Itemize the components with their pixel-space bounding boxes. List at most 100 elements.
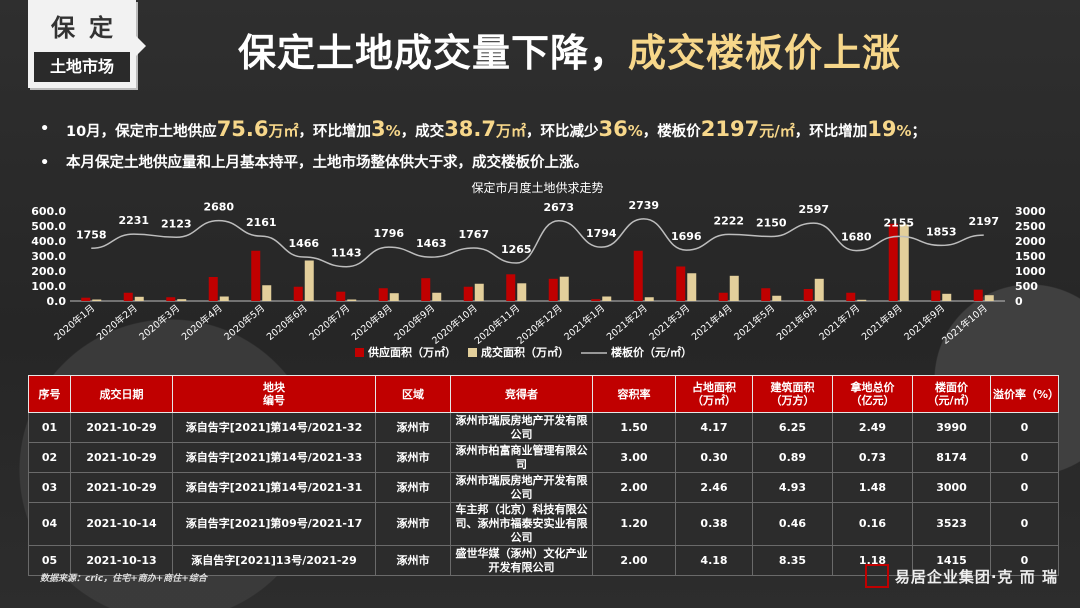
y-tick-right: 3000 [1015, 205, 1046, 218]
supply-bar [293, 286, 303, 301]
price-data-label: 2161 [246, 216, 277, 229]
text: ，环比增加 [298, 124, 372, 140]
table-cell: 1.20 [592, 502, 676, 546]
supply-bar [548, 278, 558, 301]
city-tag: 保定 土地市场 [28, 0, 146, 88]
table-header-cell: 成交日期 [70, 375, 173, 413]
table-cell: 涿自告字[2021]第14号/2021-32 [172, 412, 376, 443]
table-cell: 0.30 [675, 442, 753, 473]
deal-bar [942, 293, 952, 301]
table-cell: 涿州市 [375, 442, 451, 473]
deal-bar [177, 299, 187, 301]
x-tick-label: 2021年4月 [689, 302, 734, 343]
data-source-note: 数据来源：cric，住宅+商办+商住+综合 [40, 574, 207, 584]
table-row: 02 2021-10-29 涿自告字[2021]第14号/2021-33 涿州市 涿州市… [28, 442, 1059, 473]
price-change-value: 19 [867, 117, 897, 141]
table-cell: 2021-10-14 [70, 502, 173, 546]
table-cell: 涿州市瑞辰房地产开发有限公司 [450, 472, 593, 503]
legend-deal-swatch [468, 348, 477, 357]
x-tick-label: 2021年1月 [562, 302, 607, 343]
supply-bar [973, 289, 983, 301]
table-cell: 2021-10-29 [70, 442, 173, 473]
company-logo: 易居企业集团·克 而 瑞 [864, 563, 1058, 589]
supply-change-value: 3 [371, 117, 386, 141]
price-data-label: 2231 [118, 214, 149, 227]
table-cell: 涿州市 [375, 502, 451, 546]
deal-bar [134, 296, 144, 301]
supply-bar [846, 292, 856, 301]
price-data-label: 2673 [543, 201, 574, 214]
land-deals-table: 序号 成交日期 地块 编号 区域 竞得者 容积率 占地面积 （万㎡） 建筑面积 （万方） 拿地总价 （亿… [28, 375, 1059, 576]
supply-bar [803, 289, 813, 301]
deal-bar [432, 292, 442, 301]
table-cell: 涿州市 [375, 412, 451, 443]
deal-bar [517, 283, 527, 301]
table-cell: 0 [990, 412, 1059, 443]
tag-notch [136, 36, 146, 56]
deal-bar [687, 273, 697, 301]
x-tick-label: 2021年7月 [817, 302, 862, 343]
deal-bar [92, 299, 102, 301]
section-subtitle: 土地市场 [34, 52, 130, 82]
table-cell: 0.46 [752, 502, 833, 546]
price-data-label: 2680 [203, 201, 234, 214]
supply-bar [931, 290, 941, 301]
table-cell: 涿自告字[2021]第14号/2021-31 [172, 472, 376, 503]
price-data-label: 2222 [713, 214, 744, 227]
table-row: 03 2021-10-29 涿自告字[2021]第14号/2021-31 涿州市 涿州市… [28, 472, 1059, 503]
table-cell: 04 [28, 502, 71, 546]
price-data-label: 2197 [968, 215, 999, 228]
table-cell: 0.38 [675, 502, 753, 546]
deal-bar [219, 296, 229, 301]
table-header-cell: 溢价率（%） [990, 375, 1059, 413]
y-tick-right: 1500 [1015, 250, 1046, 263]
y-tick-left: 400.0 [31, 235, 66, 248]
table-header-cell: 占地面积 （万㎡） [675, 375, 753, 413]
price-data-label: 1696 [671, 230, 702, 243]
table-cell: 2.49 [832, 412, 913, 443]
table-cell: 涿自告字[2021]13号/2021-29 [172, 545, 376, 576]
table-header-cell: 楼面价 （元/㎡） [912, 375, 991, 413]
deal-bar [899, 224, 909, 301]
table-cell: 涿州市 [375, 472, 451, 503]
y-tick-right: 0 [1015, 295, 1023, 308]
table-cell: 0 [990, 502, 1059, 546]
price-line [91, 218, 984, 268]
text: ，成交 [400, 124, 445, 140]
x-tick-label: 2021年8月 [859, 302, 904, 343]
deal-value: 38.7 [444, 117, 497, 141]
price-data-label: 1466 [288, 237, 319, 250]
land-supply-demand-chart: 保定市月度土地供求走势 0.0 100.0 200.0 300.0 400.0 500.0 6… [31, 180, 1046, 359]
table-cell: 0 [990, 545, 1059, 576]
x-tick-label: 2020年8月 [349, 302, 394, 343]
table-cell: 8174 [912, 442, 991, 473]
supply-bar [888, 223, 898, 301]
chart-title: 保定市月度土地供求走势 [471, 180, 603, 195]
price-data-label: 1767 [458, 228, 489, 241]
table-header-row: 序号 成交日期 地块 编号 区域 竞得者 容积率 占地面积 （万㎡） 建筑面积 （万方） 拿地总价 （亿… [28, 375, 1059, 413]
supply-bar [336, 291, 346, 301]
supply-bar [251, 250, 261, 301]
x-tick-label: 2020年7月 [307, 302, 352, 343]
x-tick-label: 2020年12月 [515, 302, 565, 347]
supply-bar [676, 266, 686, 301]
table-cell: 2021-10-29 [70, 472, 173, 503]
price-data-label: 2150 [756, 217, 787, 230]
x-tick-label: 2020年4月 [179, 302, 224, 343]
price-data-label: 1796 [373, 227, 404, 240]
price-data-label: 1794 [586, 227, 617, 240]
deal-unit: 万㎡ [496, 122, 527, 140]
deal-bar [262, 285, 272, 301]
table-cell: 4.18 [675, 545, 753, 576]
deal-bar [304, 260, 314, 301]
x-tick-label: 2020年9月 [392, 302, 437, 343]
page-title: 保定土地成交量下降，成交楼板价上涨 [238, 22, 901, 77]
table-cell: 4.93 [752, 472, 833, 503]
price-data-label: 1463 [416, 237, 447, 250]
supply-bar [208, 277, 218, 301]
text: ，环比增加 [794, 124, 868, 140]
text: 10月，保定市土地供应 [66, 124, 217, 140]
deal-bar [814, 278, 824, 301]
table-cell: 车主邦（北京）科技有限公司、涿州市福泰安实业有限公司 [450, 502, 593, 546]
price-data-label: 1143 [331, 247, 362, 260]
